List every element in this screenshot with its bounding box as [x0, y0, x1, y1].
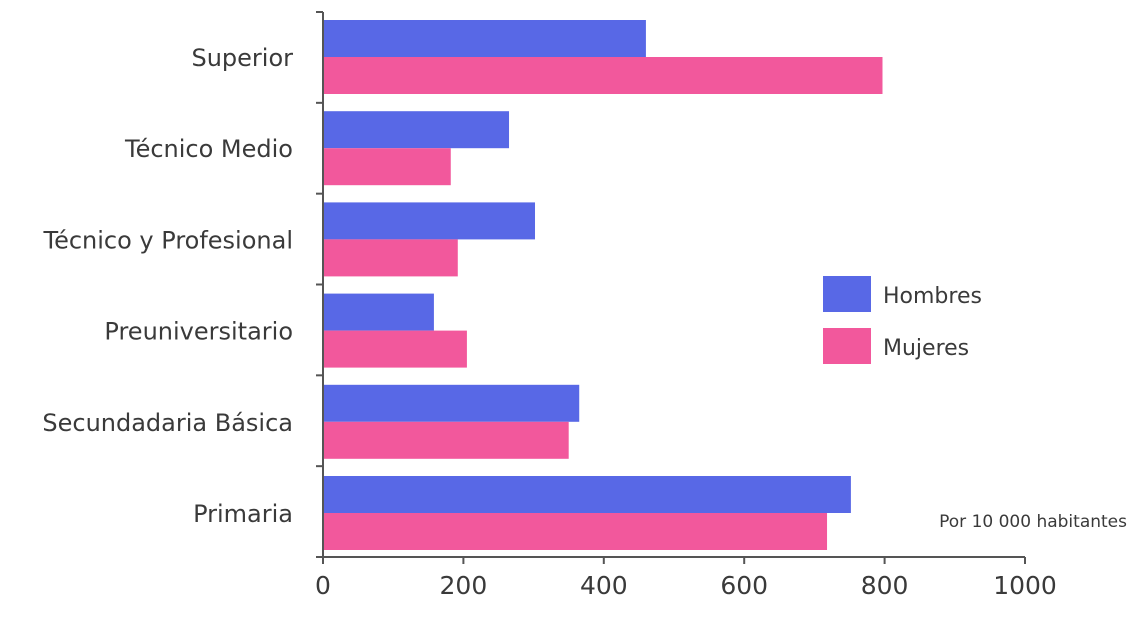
legend-swatch-hombres: [823, 276, 871, 312]
bar-hombres-3: [324, 293, 434, 331]
bar-hombres-0: [324, 20, 646, 57]
x-tick-label: 600: [720, 571, 768, 600]
x-tick-label: 800: [861, 571, 909, 600]
units-note: Por 10 000 habitantes: [939, 512, 1127, 532]
x-tick-label: 400: [580, 571, 628, 600]
category-label: Primaria: [193, 500, 293, 528]
category-label: Superior: [191, 44, 293, 72]
category-labels: Superior Técnico Medio Técnico y Profesion…: [42, 44, 293, 528]
bar-mujeres-1: [324, 148, 451, 186]
bar-hombres-4: [324, 384, 580, 422]
bar-hombres-1: [324, 111, 510, 149]
legend: Hombres Mujeres: [823, 276, 982, 364]
bar-mujeres-3: [324, 330, 467, 368]
category-label: Técnico Medio: [124, 135, 293, 163]
axes-group: [316, 11, 1026, 564]
category-label: Preuniversitario: [104, 318, 293, 346]
category-label: Técnico y Profesional: [43, 226, 294, 254]
legend-label-mujeres: Mujeres: [883, 336, 969, 361]
bar-mujeres-5: [324, 513, 828, 550]
bar-hombres-5: [324, 476, 851, 513]
x-tick-labels: 0 200 400 600 800 1000: [315, 571, 1057, 600]
x-tick-label: 1000: [993, 571, 1057, 600]
x-tick-label: 200: [440, 571, 488, 600]
legend-label-hombres: Hombres: [883, 284, 982, 309]
bar-mujeres-4: [324, 421, 569, 459]
x-tick-label: 0: [315, 571, 331, 600]
category-label: Secundadaria Básica: [42, 409, 293, 437]
bar-hombres-2: [324, 202, 536, 240]
bars-group: [324, 20, 883, 550]
legend-swatch-mujeres: [823, 328, 871, 364]
bar-mujeres-0: [324, 57, 883, 94]
bar-mujeres-2: [324, 239, 458, 277]
